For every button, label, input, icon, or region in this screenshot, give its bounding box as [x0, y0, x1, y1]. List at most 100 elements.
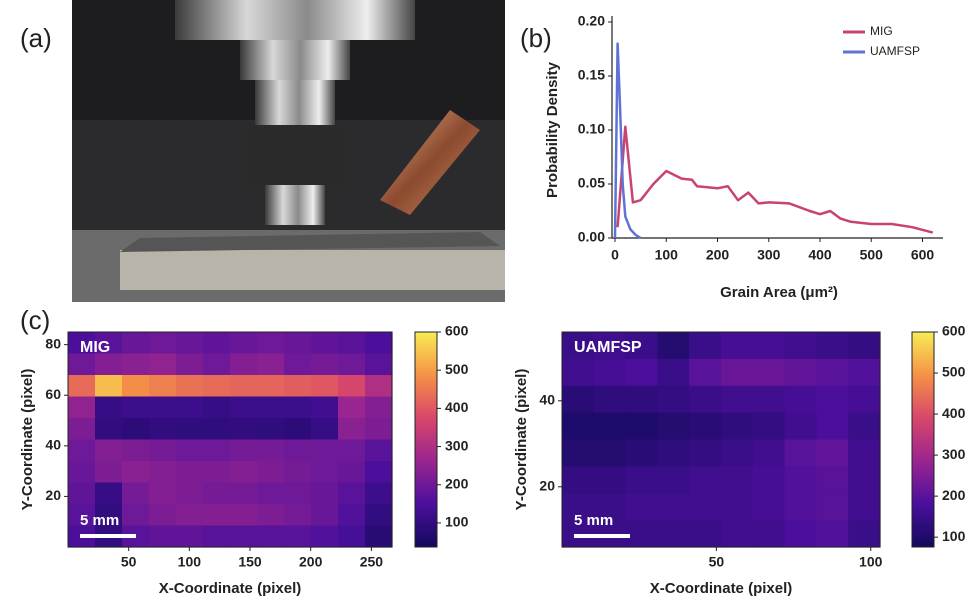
- heat-cell: [752, 493, 786, 521]
- heat-cell: [68, 504, 96, 527]
- heat-cell: [311, 525, 339, 548]
- heat-cell: [95, 353, 123, 376]
- heat-cell: [122, 482, 150, 505]
- heat-cell: [122, 396, 150, 419]
- heat-cell: [625, 466, 658, 494]
- heat-cell: [203, 418, 231, 441]
- colorbar-tick-label: 300: [445, 437, 469, 453]
- heat-cell: [593, 466, 627, 494]
- heat-cell: [311, 482, 339, 505]
- heat-cell: [657, 332, 690, 360]
- heat-cell: [657, 385, 690, 414]
- heat-cell: [257, 396, 285, 419]
- heat-cell: [562, 520, 595, 548]
- heat-cell: [816, 332, 849, 360]
- x-tick-label: 100: [178, 554, 202, 570]
- y-tick-label: 40: [539, 392, 555, 408]
- heat-cell: [338, 482, 366, 505]
- heat-cell: [230, 375, 258, 398]
- heat-cell: [68, 482, 96, 505]
- heat-cell: [311, 461, 339, 484]
- heat-cell: [203, 332, 231, 355]
- x-axis-title: Grain Area (μm²): [720, 284, 838, 301]
- heat-cell: [365, 375, 393, 398]
- heat-cell: [311, 396, 339, 419]
- heat-cell: [593, 358, 627, 387]
- heat-cell: [203, 482, 231, 505]
- heat-cell: [625, 520, 658, 548]
- x-tick-label: 200: [299, 554, 323, 570]
- workpiece: [120, 232, 500, 252]
- colorbar-tick-label: 400: [942, 405, 966, 421]
- heat-cell: [752, 520, 786, 548]
- legend-label: MIG: [870, 24, 893, 38]
- heat-cell: [203, 525, 231, 548]
- heat-cell: [122, 353, 150, 376]
- heat-cell: [848, 332, 881, 360]
- colorbar-tick-label: 600: [942, 323, 966, 339]
- heat-cell: [721, 493, 754, 521]
- heat-cell: [593, 439, 627, 467]
- panel-label: (b): [520, 23, 552, 53]
- heat-cell: [721, 520, 754, 548]
- heat-cell: [784, 466, 817, 494]
- heat-cell: [230, 504, 258, 527]
- heat-cell: [95, 504, 123, 527]
- heat-cell: [149, 418, 177, 441]
- heat-cell: [562, 412, 595, 441]
- panel-label: (c): [20, 305, 50, 335]
- data-line: [616, 125, 934, 234]
- heat-cell: [365, 439, 393, 462]
- heat-cell: [752, 466, 786, 494]
- collet-nut: [245, 125, 345, 185]
- heat-cell: [338, 396, 366, 419]
- legend-label: UAMFSP: [870, 44, 920, 58]
- heat-cell: [122, 418, 150, 441]
- heat-cell: [95, 396, 123, 419]
- scalebar-label: 5 mm: [80, 512, 119, 529]
- heat-cell: [784, 358, 817, 387]
- x-tick-label: 0: [611, 247, 619, 263]
- x-tick-label: 50: [709, 554, 725, 570]
- heat-cell: [203, 353, 231, 376]
- heat-cell: [230, 396, 258, 419]
- heat-cell: [784, 520, 817, 548]
- heat-cell: [365, 418, 393, 441]
- heat-cell: [257, 375, 285, 398]
- heat-cell: [284, 353, 312, 376]
- heat-cell: [848, 520, 881, 548]
- heat-cell: [68, 439, 96, 462]
- heat-cell: [562, 493, 595, 521]
- colorbar-tick-label: 500: [445, 361, 469, 377]
- heat-cell: [257, 332, 285, 355]
- heat-cell: [338, 375, 366, 398]
- y-axis-title: Probability Density: [544, 61, 561, 198]
- heat-cell: [230, 353, 258, 376]
- heat-cell: [176, 439, 204, 462]
- heat-cell: [230, 482, 258, 505]
- heat-cell: [230, 461, 258, 484]
- heat-cell: [203, 461, 231, 484]
- heat-cell: [257, 353, 285, 376]
- y-tick-label: 20: [45, 487, 61, 503]
- x-tick-label: 400: [808, 247, 832, 263]
- x-axis-title: X-Coordinate (pixel): [650, 580, 793, 597]
- heat-cell: [149, 482, 177, 505]
- heat-cell: [657, 520, 690, 548]
- heat-cell: [689, 439, 722, 467]
- heat-cell: [721, 332, 754, 360]
- heat-cell: [816, 439, 849, 467]
- heat-cell: [689, 466, 722, 494]
- heat-cell: [562, 358, 595, 387]
- heat-cell: [721, 439, 754, 467]
- collet: [255, 80, 335, 125]
- heat-cell: [311, 353, 339, 376]
- heat-cell: [176, 332, 204, 355]
- heat-cell: [149, 525, 177, 548]
- colorbar: [911, 331, 935, 548]
- map-label: UAMFSP: [574, 339, 642, 356]
- heat-cell: [816, 520, 849, 548]
- heat-cell: [257, 482, 285, 505]
- heat-cell: [721, 412, 754, 441]
- heat-cell: [593, 493, 627, 521]
